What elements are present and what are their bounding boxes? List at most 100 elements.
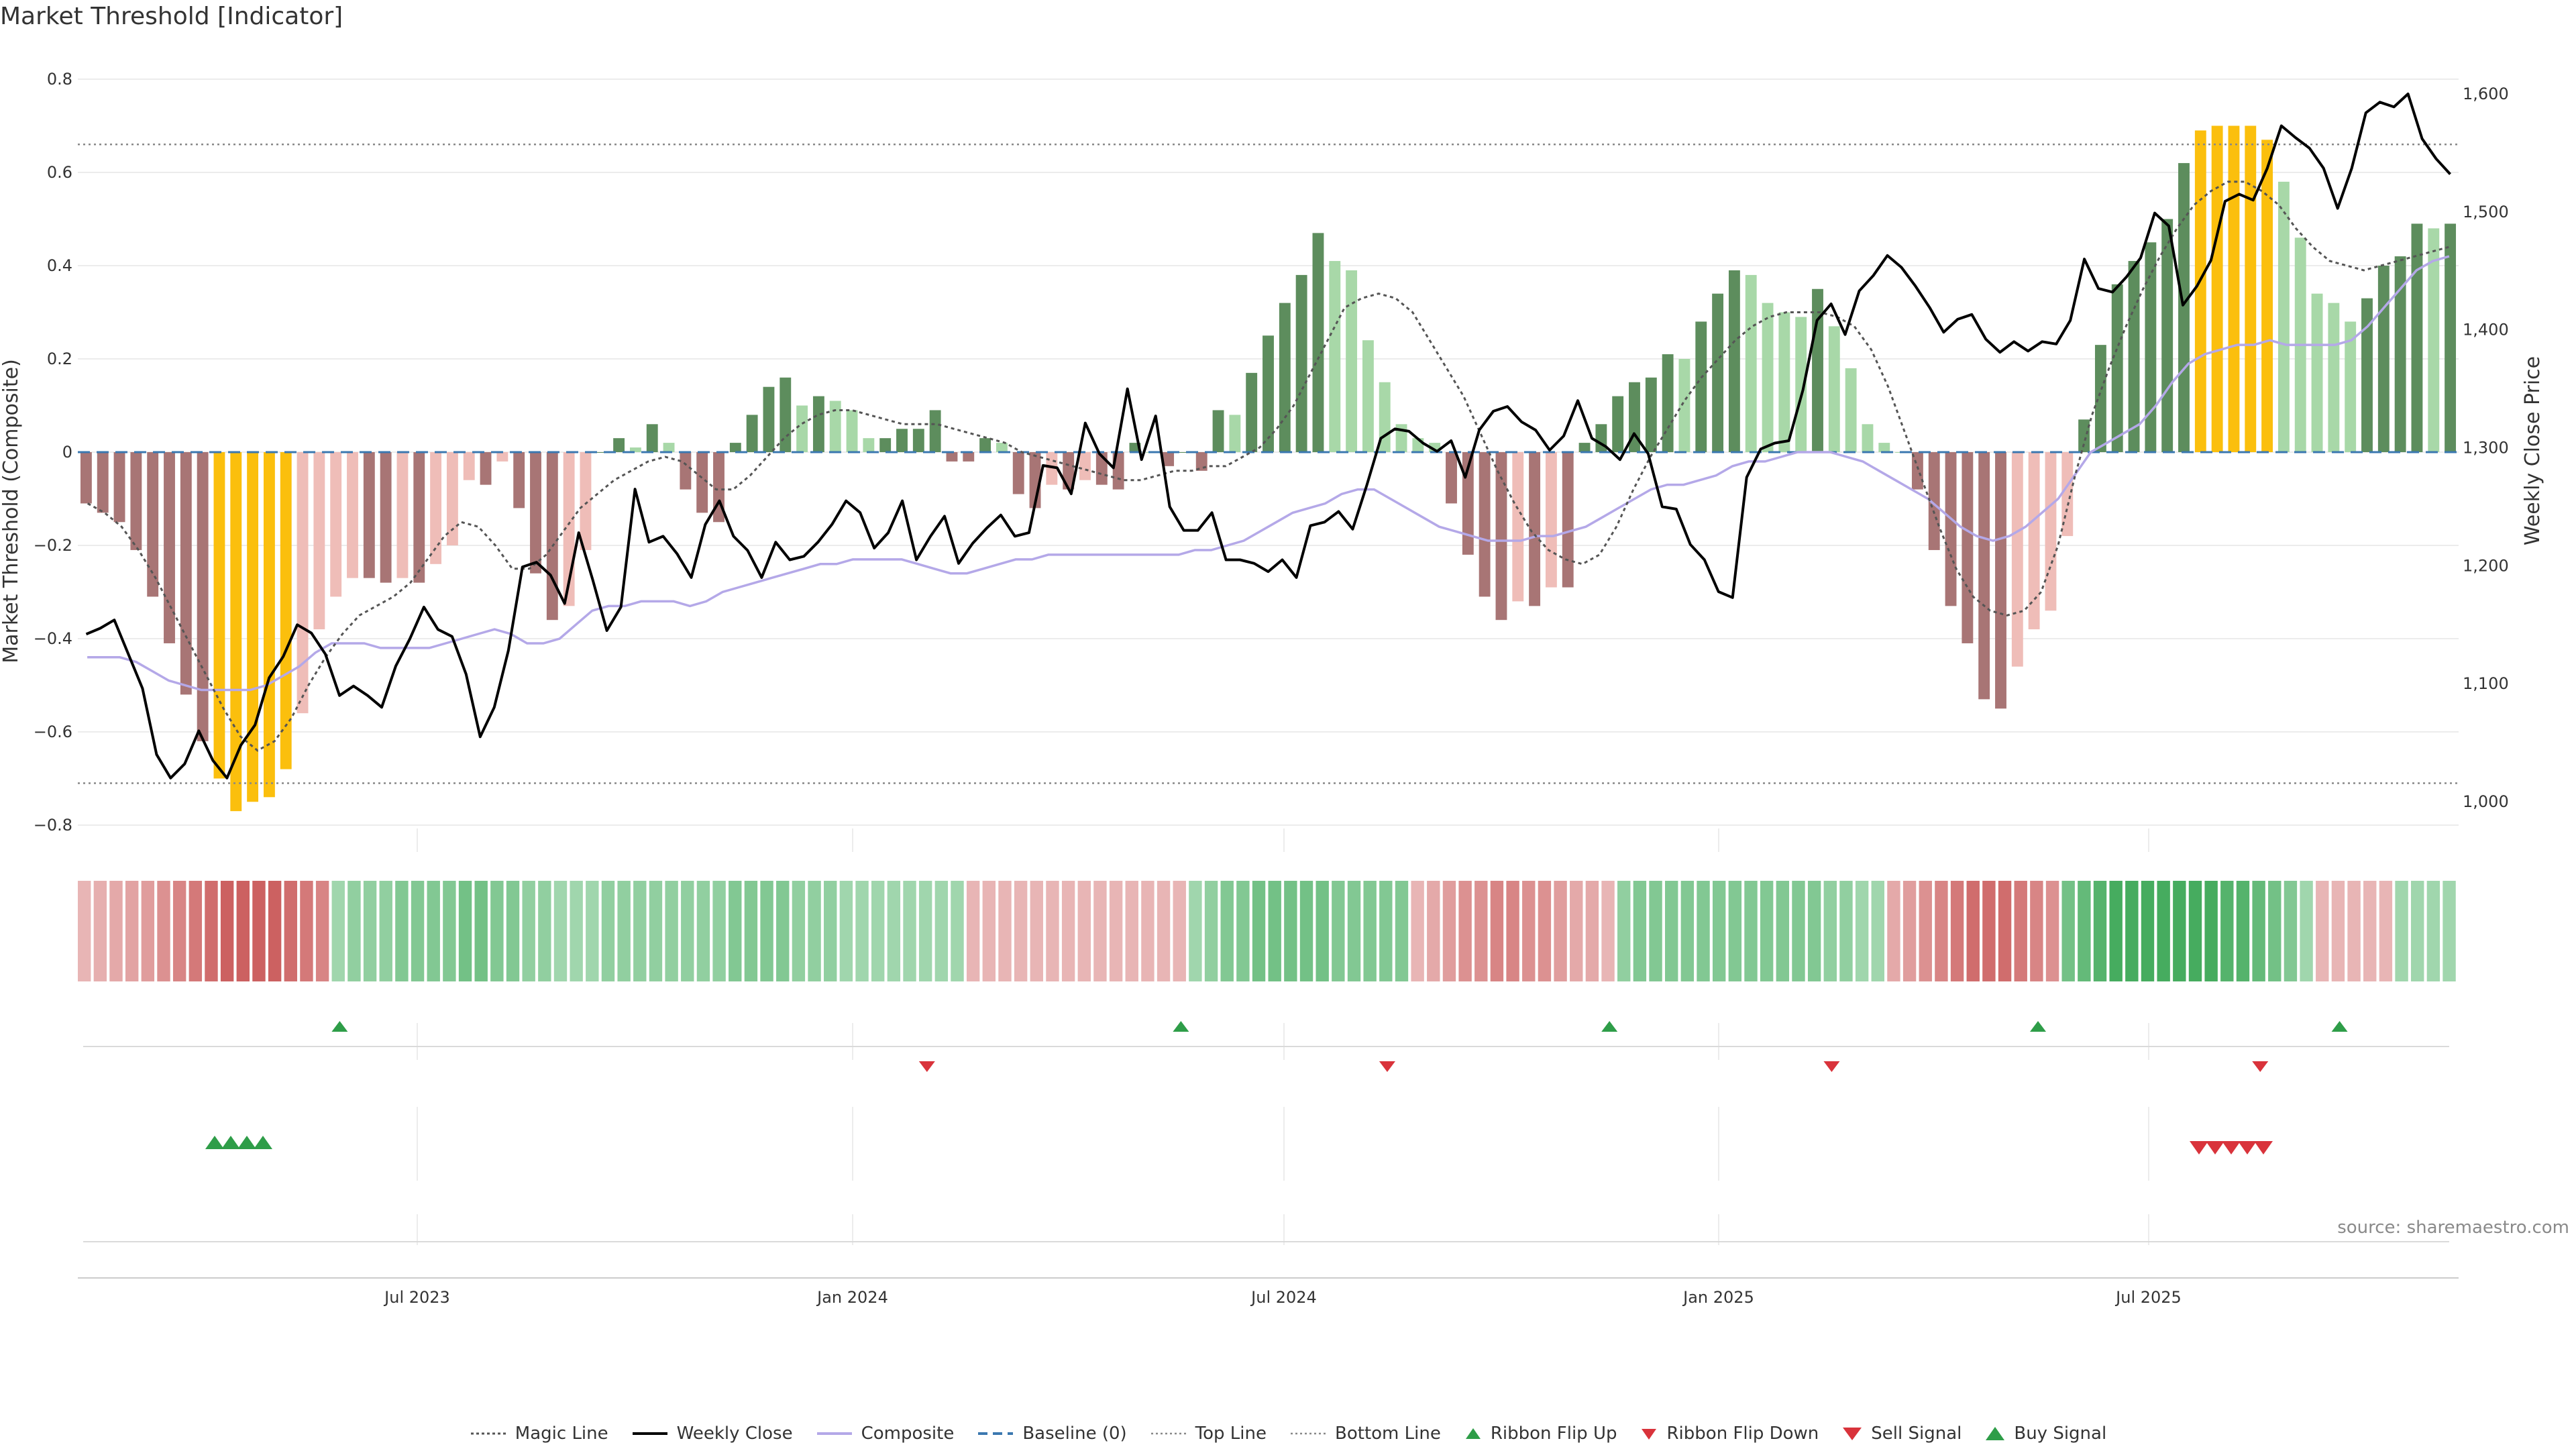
composite-bar <box>546 452 558 621</box>
ribbon-cell <box>157 881 170 981</box>
ribbon-flip-down-marker <box>918 1061 935 1072</box>
legend-label: Bottom Line <box>1335 1424 1441 1444</box>
ribbon-cell <box>696 881 710 981</box>
composite-bar <box>263 452 275 798</box>
weekly-close-line <box>85 93 2451 780</box>
ribbon-cell <box>93 881 107 981</box>
ribbon-cell <box>1093 881 1107 981</box>
ribbon-cell <box>284 881 297 981</box>
composite-bar <box>1995 452 2006 709</box>
composite-bar <box>513 452 525 508</box>
composite-bar <box>2345 321 2357 452</box>
composite-bar <box>197 452 209 741</box>
composite-bar <box>2228 125 2240 452</box>
ribbon-cell <box>1268 881 1281 981</box>
composite-bar <box>2377 266 2390 452</box>
ribbon-cell <box>1046 881 1059 981</box>
sell-signal-marker <box>2238 1141 2257 1155</box>
ribbon-cell <box>2236 881 2250 981</box>
right-tick-label: 1,300 <box>2463 439 2509 458</box>
ribbon-cell <box>1887 881 1900 981</box>
ribbon-cell <box>1490 881 1504 981</box>
left-tick-label: 0.4 <box>47 256 72 275</box>
composite-bar <box>2128 261 2140 452</box>
composite-bar <box>629 447 641 452</box>
composite-bar <box>1495 452 1507 621</box>
ribbon-cell <box>331 881 345 981</box>
ribbon-cell <box>2109 881 2123 981</box>
ribbon-cell <box>411 881 425 981</box>
composite-bar <box>2111 284 2123 452</box>
ribbon-cell <box>744 881 758 981</box>
ribbon-cell <box>1474 881 1488 981</box>
left-tick-label: 0 <box>62 443 72 462</box>
magic-line-swatch <box>470 1432 506 1435</box>
ribbon-cell <box>2284 881 2298 981</box>
ribbon-cell <box>617 881 631 981</box>
ribbon-cell <box>1823 881 1837 981</box>
ribbon-cell <box>1966 881 1980 981</box>
ribbon-cell <box>1077 881 1091 981</box>
ribbon-cell <box>236 881 250 981</box>
composite-bar <box>2411 223 2423 452</box>
composite-bar <box>1346 270 1358 452</box>
composite-bar <box>580 452 592 550</box>
ribbon-flip-up-marker <box>1601 1021 1618 1032</box>
ribbon-cell <box>78 881 91 981</box>
ribbon-cell <box>1204 881 1218 981</box>
composite-bar <box>812 396 824 452</box>
x-tick-label: Jul 2024 <box>1250 1288 1317 1307</box>
ribbon-cell <box>649 881 663 981</box>
composite-bar <box>1845 368 1857 452</box>
ribbon-cell <box>871 881 885 981</box>
composite-bar <box>1529 452 1541 606</box>
composite-bar <box>180 452 192 695</box>
ribbon-cell <box>443 881 456 981</box>
composite-bar <box>1878 443 1890 452</box>
composite-bar <box>2161 219 2174 452</box>
composite-bar <box>1629 382 1640 452</box>
composite-bar <box>2045 452 2057 611</box>
composite-bar <box>1678 359 1690 452</box>
top-line-swatch <box>1150 1432 1186 1435</box>
ribbon-cell <box>2300 881 2313 981</box>
ribbon-cell <box>1189 881 1202 981</box>
ribbon-cell <box>2157 881 2170 981</box>
left-axis-ticks: 0.8 0.6 0.4 0.2 0 −0.2 −0.4 −0.6 −0.8 <box>34 70 72 835</box>
composite-bar <box>1329 261 1341 452</box>
composite-bar <box>164 452 175 643</box>
ribbon-cell <box>172 881 186 981</box>
composite-bar <box>130 452 142 550</box>
composite-bar <box>1911 452 1923 490</box>
ribbon-cell <box>712 881 726 981</box>
sell-signal-marker <box>2190 1141 2208 1155</box>
right-axis-ticks: 1,600 1,500 1,400 1,300 1,200 1,100 1,000 <box>2463 85 2509 811</box>
composite-bar <box>1246 372 1258 452</box>
ribbon-cell <box>1173 881 1186 981</box>
ribbon-cell <box>2093 881 2107 981</box>
ribbon-cell <box>2426 881 2440 981</box>
composite-bar <box>1578 443 1591 452</box>
composite-bar <box>1312 233 1324 452</box>
ribbon-cell <box>2014 881 2027 981</box>
buy-signal-marker <box>205 1136 224 1149</box>
left-tick-label: −0.4 <box>34 629 72 648</box>
composite-bar <box>2011 452 2023 667</box>
ribbon-cell <box>2204 881 2218 981</box>
legend-item-weekly-close: Weekly Close <box>631 1424 793 1444</box>
composite-bar <box>2311 293 2323 452</box>
composite-bar <box>696 452 708 513</box>
sell-signal-marker <box>2206 1141 2224 1155</box>
ribbon-cell <box>2331 881 2345 981</box>
legend-item-bottom-line: Bottom Line <box>1289 1424 1441 1444</box>
ribbon-cell <box>1919 881 1932 981</box>
ribbon-cell <box>570 881 583 981</box>
legend-label: Ribbon Flip Up <box>1490 1424 1617 1444</box>
ribbon-cell <box>1807 881 1821 981</box>
ribbon-cell <box>998 881 1012 981</box>
ribbon-cell <box>966 881 980 981</box>
composite-bar <box>2145 242 2157 452</box>
legend-item-baseline: Baseline (0) <box>977 1424 1127 1444</box>
composite-bar <box>963 452 975 462</box>
ribbon-cell <box>1252 881 1266 981</box>
